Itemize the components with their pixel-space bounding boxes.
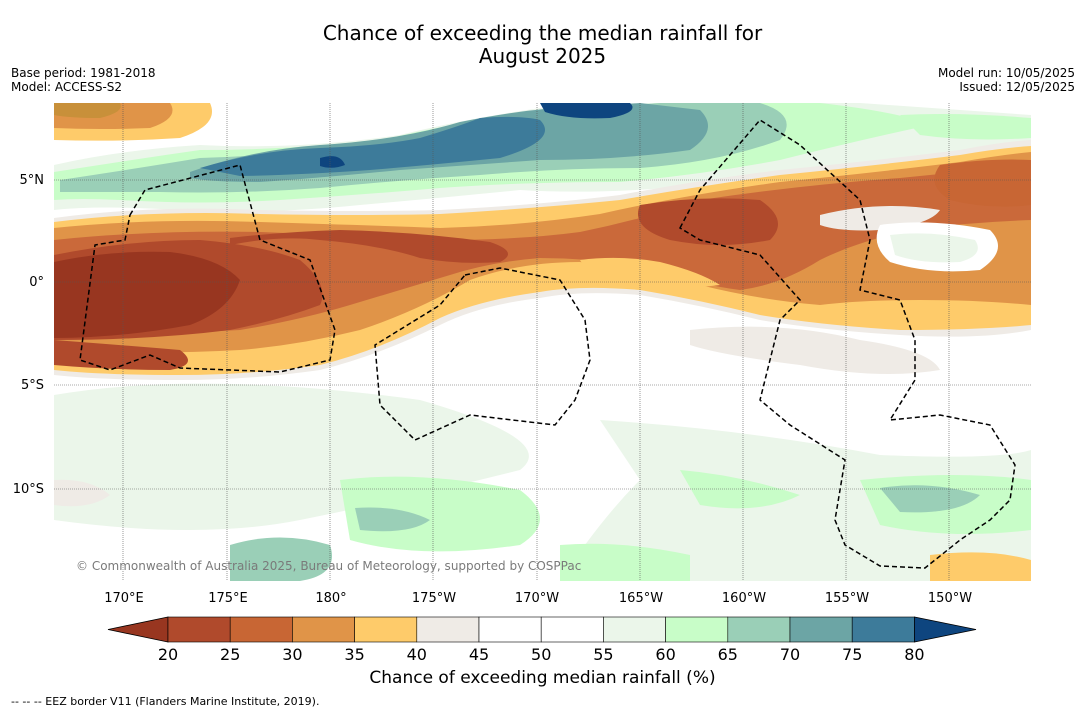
colorbar-tick: 50 bbox=[531, 645, 551, 664]
colorbar-tick: 35 bbox=[344, 645, 364, 664]
model-run: Model run: 10/05/2025 bbox=[937, 66, 1075, 80]
colorbar-tick: 20 bbox=[158, 645, 178, 664]
issued-date: Issued: 12/05/2025 bbox=[959, 80, 1075, 94]
colorbar-segment bbox=[665, 616, 729, 643]
lon-label: 175°W bbox=[412, 591, 456, 606]
colorbar-tick: 25 bbox=[220, 645, 240, 664]
colorbar-segment bbox=[727, 616, 791, 643]
lat-label: 5°S bbox=[21, 378, 44, 393]
colorbar-segment bbox=[478, 616, 542, 643]
eez-legend-note: -- -- -- EEZ border V11 (Flanders Marine… bbox=[11, 695, 320, 708]
lon-label: 155°W bbox=[825, 591, 869, 606]
colorbar-tick: 70 bbox=[780, 645, 800, 664]
colorbar-tick: 40 bbox=[407, 645, 427, 664]
lon-label: 170°W bbox=[515, 591, 559, 606]
colorbar-segment bbox=[229, 616, 293, 643]
colorbar-tick: 30 bbox=[282, 645, 302, 664]
lon-label: 165°W bbox=[619, 591, 663, 606]
lat-label: 0° bbox=[29, 275, 44, 290]
eez-borders bbox=[79, 119, 1016, 569]
map-title-line1: Chance of exceeding the median rainfall … bbox=[322, 21, 763, 45]
meta-left: Base period: 1981-2018 Model: ACCESS-S2 bbox=[11, 66, 156, 94]
lon-label: 170°E bbox=[104, 591, 144, 606]
colorbar-tick: 55 bbox=[593, 645, 613, 664]
colorbar-segment bbox=[354, 616, 418, 643]
colorbar-segment bbox=[603, 616, 666, 643]
map-field bbox=[54, 103, 1031, 581]
meta-right: Model run: 10/05/2025 Issued: 12/05/2025 bbox=[938, 66, 1075, 94]
colorbar-segment bbox=[167, 616, 231, 643]
lon-label: 150°W bbox=[928, 591, 972, 606]
lon-label: 160°W bbox=[722, 591, 766, 606]
model-name: Model: ACCESS-S2 bbox=[11, 80, 123, 94]
colorbar-title: Chance of exceeding median rainfall (%) bbox=[369, 668, 716, 688]
copyright-notice: © Commonwealth of Australia 2025, Bureau… bbox=[76, 559, 581, 573]
colorbar-extend-high bbox=[914, 616, 977, 643]
colorbar-tick: 65 bbox=[718, 645, 738, 664]
colorbar-tick: 45 bbox=[469, 645, 489, 664]
colorbar-segment bbox=[789, 616, 853, 643]
colorbar-segment bbox=[540, 616, 604, 643]
colorbar-tick: 60 bbox=[655, 645, 675, 664]
map-title-line2: August 2025 bbox=[478, 44, 607, 68]
lat-label: 10°S bbox=[13, 482, 44, 497]
colorbar-segment bbox=[416, 616, 480, 643]
lat-label: 5°N bbox=[20, 173, 45, 188]
colorbar-extend-low bbox=[107, 616, 169, 643]
colorbar: 20 25 30 35 40 45 50 55 60 65 70 75 80 bbox=[107, 616, 977, 664]
lon-label: 180° bbox=[315, 591, 346, 606]
colorbar-tick: 80 bbox=[904, 645, 924, 664]
base-period: Base period: 1981-2018 bbox=[11, 66, 156, 80]
colorbar-segment bbox=[292, 616, 355, 643]
colorbar-tick: 75 bbox=[842, 645, 862, 664]
graticule bbox=[54, 103, 1031, 581]
lon-label: 175°E bbox=[208, 591, 248, 606]
colorbar-segment bbox=[851, 616, 915, 643]
